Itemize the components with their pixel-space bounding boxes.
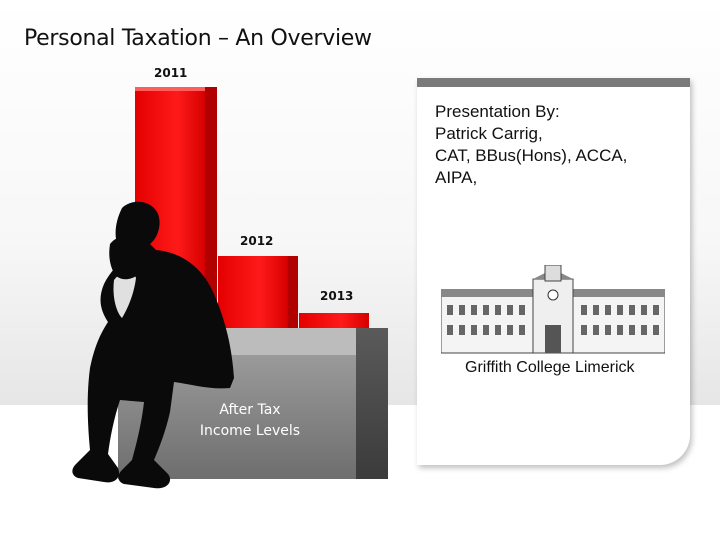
presenter-line-3: CAT, BBus(Hons), ACCA,	[435, 146, 628, 165]
pedestal-label: After Tax Income Levels	[190, 400, 310, 442]
bar-2012-side	[288, 256, 298, 355]
pedestal-label-line-1: After Tax	[219, 402, 281, 418]
presenter-text: Presentation By: Patrick Carrig, CAT, BB…	[435, 101, 627, 189]
college-building-icon	[441, 265, 665, 354]
presenter-line-2: Patrick Carrig,	[435, 124, 543, 143]
bar-2011-top	[135, 87, 205, 91]
pedestal-side	[356, 328, 388, 479]
stressed-man-silhouette-icon	[72, 201, 234, 489]
presenter-card: Presentation By: Patrick Carrig, CAT, BB…	[417, 78, 690, 465]
presenter-line-1: Presentation By:	[435, 102, 560, 121]
slide-title: Personal Taxation – An Overview	[24, 26, 372, 51]
tick-label-2012: 2012	[240, 234, 274, 248]
presenter-line-4: AIPA,	[435, 168, 478, 187]
tick-label-2011: 2011	[154, 66, 188, 80]
college-name: Griffith College Limerick	[465, 359, 635, 376]
tick-label-2013: 2013	[320, 289, 354, 303]
pedestal-label-line-2: Income Levels	[199, 423, 301, 439]
